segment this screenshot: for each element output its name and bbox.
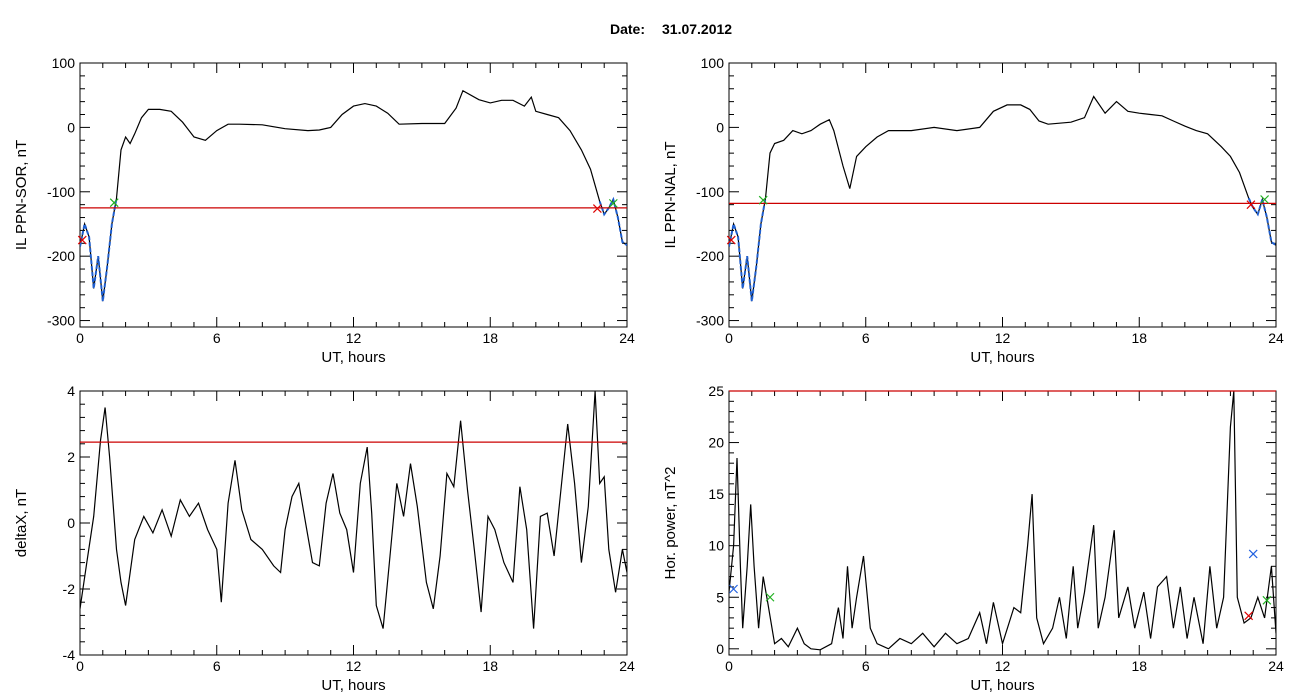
cross-marker: [592, 204, 602, 213]
cross-marker: [726, 235, 736, 245]
cross-marker: [765, 592, 775, 602]
plot-frame: [79, 390, 628, 656]
cross-marker-stroke: [1248, 549, 1258, 559]
x-axis-label: UT, hours: [970, 677, 1034, 694]
y-tick-label: 15: [708, 486, 724, 502]
x-tick-label: 18: [482, 330, 498, 346]
y-tick-label: -4: [63, 647, 76, 663]
y-axis-label: Hor. power, nT^2: [662, 467, 679, 580]
x-axis-label: UT, hours: [970, 349, 1034, 366]
y-tick-label: 100: [52, 55, 76, 71]
plot-area: [80, 89, 627, 302]
x-tick-label: 12: [346, 330, 362, 346]
y-tick-label: 10: [708, 538, 724, 554]
panel-ppn-nal: 0 6 12 18 24 -300 -200 -100 0 100 UT, hours IL PPN-…: [662, 55, 1284, 366]
cross-marker-stroke: [608, 198, 618, 208]
cross-marker-stroke: [77, 235, 87, 245]
y-axis-label: IL PPN-NAL, nT: [662, 142, 679, 249]
plot-frame: [79, 62, 628, 328]
date-label: Date:: [610, 21, 645, 37]
cross-marker-stroke: [1244, 611, 1254, 621]
y-axis-label: deltaX, nT: [13, 489, 30, 557]
y-tick-label: -300: [47, 313, 75, 329]
x-axis-label: UT, hours: [321, 349, 385, 366]
cross-marker-stroke: [726, 235, 736, 245]
panel-hor-power: 0 6 12 18 24 0 5 10 15 20 25 UT, hours Hor. power, n…: [662, 383, 1284, 694]
y-tick-label: 4: [67, 383, 75, 399]
y-tick-label: 20: [708, 435, 724, 451]
x-tick-label: 18: [482, 658, 498, 674]
cross-marker: [1248, 549, 1258, 559]
y-tick-label: 0: [716, 119, 724, 135]
x-tick-label: 12: [346, 658, 362, 674]
x-tick-label: 0: [725, 330, 733, 346]
cross-marker-stroke: [1262, 595, 1272, 605]
x-tick-label: 24: [619, 330, 635, 346]
plot-frame: [728, 62, 1277, 328]
y-tick-label: 25: [708, 383, 724, 399]
x-tick-label: 24: [619, 658, 635, 674]
y-tick-label: -100: [47, 184, 75, 200]
cross-marker: [1262, 595, 1272, 605]
x-tick-label: 12: [995, 658, 1011, 674]
cross-marker-stroke: [729, 584, 738, 594]
cross-marker: [77, 235, 87, 245]
y-tick-label: 0: [67, 515, 75, 531]
cross-marker: [1260, 195, 1270, 204]
series-line: [729, 390, 1276, 651]
y-tick-label: 0: [716, 641, 724, 657]
y-axis-label: IL PPN-SOR, nT: [13, 140, 30, 250]
y-tick-label: 0: [67, 119, 75, 135]
x-tick-label: 6: [862, 330, 870, 346]
panel-ppn-sor: 0 6 12 18 24 -300 -200 -100 0 100 UT, hours IL PPN-…: [13, 55, 635, 366]
y-tick-label: -200: [696, 248, 724, 264]
x-tick-label: 0: [725, 658, 733, 674]
cross-marker-stroke: [592, 204, 602, 213]
highlighted-segment: [80, 198, 118, 302]
x-tick-label: 6: [213, 330, 221, 346]
cross-marker-stroke: [109, 198, 119, 208]
cross-marker: [729, 584, 738, 594]
plot-frame: [728, 390, 1277, 656]
cross-marker: [608, 198, 618, 208]
highlighted-segment: [1247, 195, 1276, 247]
cross-marker-stroke: [758, 195, 768, 205]
x-tick-label: 24: [1268, 658, 1284, 674]
x-tick-label: 6: [213, 658, 221, 674]
y-tick-label: -100: [696, 184, 724, 200]
y-tick-label: 5: [716, 589, 724, 605]
highlighted-segment: [729, 198, 767, 302]
x-tick-label: 24: [1268, 330, 1284, 346]
x-tick-label: 6: [862, 658, 870, 674]
x-tick-label: 0: [76, 658, 84, 674]
series-line: [729, 95, 1276, 302]
date-value: 31.07.2012: [662, 21, 732, 37]
x-axis-label: UT, hours: [321, 677, 385, 694]
series-line: [80, 390, 627, 629]
plot-area: [729, 390, 1276, 651]
y-tick-label: -200: [47, 248, 75, 264]
cross-marker: [1244, 611, 1254, 621]
plot-area: [729, 95, 1276, 302]
x-tick-label: 12: [995, 330, 1011, 346]
y-tick-label: 2: [67, 449, 75, 465]
x-tick-label: 18: [1131, 658, 1147, 674]
x-tick-label: 0: [76, 330, 84, 346]
cross-marker: [758, 195, 768, 205]
y-tick-label: 100: [701, 55, 725, 71]
y-tick-label: -300: [696, 313, 724, 329]
cross-marker-stroke: [1260, 195, 1270, 204]
cross-marker: [1246, 200, 1256, 210]
cross-marker: [109, 198, 119, 208]
x-tick-label: 18: [1131, 330, 1147, 346]
plot-area: [80, 390, 627, 629]
y-tick-label: -2: [63, 581, 76, 597]
cross-marker-stroke: [1246, 200, 1256, 210]
cross-marker-stroke: [765, 592, 775, 602]
series-line: [80, 89, 627, 302]
highlighted-segment: [598, 196, 627, 247]
